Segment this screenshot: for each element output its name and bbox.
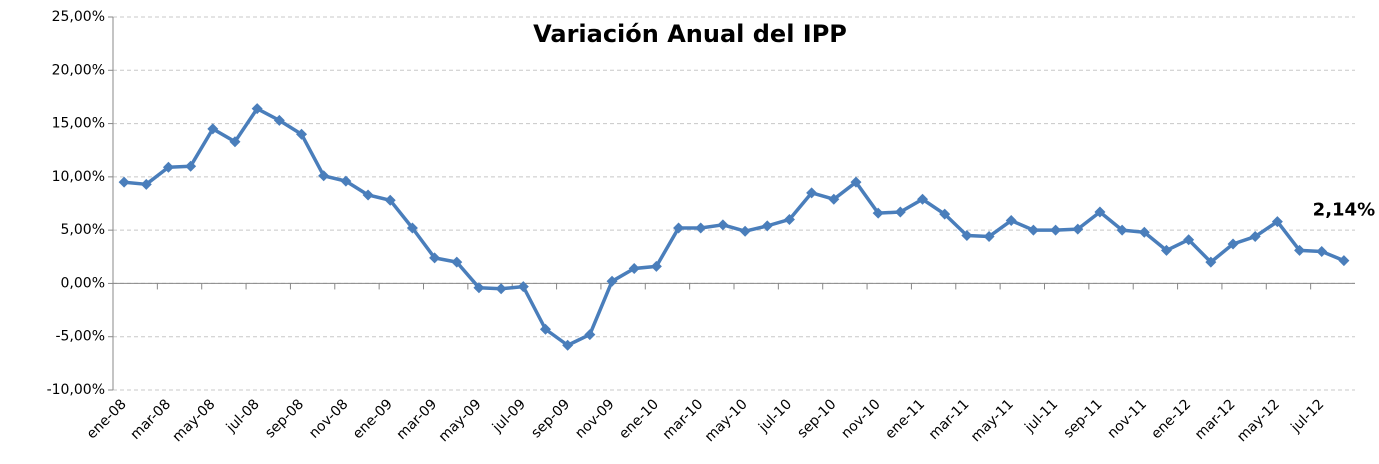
data-marker: [207, 123, 219, 135]
data-marker: [872, 207, 884, 219]
data-marker: [806, 187, 818, 199]
x-tick-label: ene-10: [616, 396, 662, 442]
data-marker: [384, 194, 396, 206]
data-marker: [783, 213, 795, 225]
x-tick-label: may-12: [1234, 396, 1283, 445]
x-tick-label: ene-12: [1148, 396, 1194, 442]
data-marker: [1249, 231, 1261, 243]
x-tick-label: may-11: [968, 396, 1017, 445]
y-tick-label: -10,00%: [47, 382, 105, 398]
y-tick-label: 5,00%: [61, 222, 105, 238]
data-marker: [473, 282, 485, 294]
data-marker: [1227, 238, 1239, 250]
data-marker: [1027, 224, 1039, 236]
data-marker: [606, 275, 618, 287]
x-tick-label: may-09: [436, 396, 485, 445]
x-tick-label: sep-10: [794, 396, 839, 441]
data-marker: [717, 219, 729, 231]
data-marker: [894, 206, 906, 218]
y-tick-label: 0,00%: [61, 275, 105, 291]
data-marker: [340, 175, 352, 187]
data-marker: [318, 170, 330, 182]
y-tick-label: 25,00%: [52, 9, 105, 25]
data-marker: [1205, 256, 1217, 268]
data-marker: [1316, 245, 1328, 257]
x-tick-label: ene-09: [350, 396, 396, 442]
x-tick-label: nov-09: [572, 396, 617, 441]
x-tick-label: may-08: [170, 396, 219, 445]
y-tick-label: 20,00%: [52, 62, 105, 78]
data-marker: [495, 283, 507, 295]
data-marker: [273, 114, 285, 126]
x-tick-label: ene-11: [882, 396, 928, 442]
data-marker: [828, 193, 840, 205]
chart-title: Variación Anual del IPP: [533, 20, 847, 48]
x-tick-label: sep-09: [528, 396, 573, 441]
x-tick-label: sep-08: [262, 396, 307, 441]
data-marker: [118, 176, 130, 188]
data-marker: [185, 160, 197, 172]
data-marker: [1072, 223, 1084, 235]
data-marker: [917, 193, 929, 205]
data-marker: [1160, 244, 1172, 256]
data-marker: [1138, 226, 1150, 238]
data-marker: [362, 189, 374, 201]
data-marker: [1050, 224, 1062, 236]
data-marker: [429, 252, 441, 264]
y-tick-label: 10,00%: [52, 169, 105, 185]
y-tick-label: -5,00%: [55, 329, 105, 345]
data-marker: [562, 339, 574, 351]
data-marker: [406, 222, 418, 234]
data-marker: [140, 178, 152, 190]
x-tick-label: jul-09: [489, 396, 529, 436]
y-tick-label: 15,00%: [52, 116, 105, 132]
x-tick-label: jul-08: [223, 396, 263, 436]
x-tick-label: nov-08: [306, 396, 351, 441]
data-marker: [695, 222, 707, 234]
data-marker: [1271, 216, 1283, 228]
data-marker: [229, 136, 241, 148]
x-tick-label: nov-10: [838, 396, 883, 441]
data-marker: [162, 161, 174, 173]
x-tick-label: mar-10: [660, 396, 707, 443]
data-marker: [1183, 234, 1195, 246]
x-tick-label: mar-08: [127, 396, 174, 443]
data-marker: [939, 208, 951, 220]
data-label: 2,14%: [1313, 200, 1375, 221]
x-tick-label: jul-10: [755, 396, 795, 436]
data-marker: [961, 229, 973, 241]
x-tick-label: may-10: [702, 396, 751, 445]
data-marker: [673, 222, 685, 234]
data-line: [123, 106, 1345, 347]
data-marker: [850, 176, 862, 188]
x-tick-label: mar-11: [926, 396, 973, 443]
data-marker: [1294, 244, 1306, 256]
data-marker: [517, 281, 529, 293]
data-marker: [1005, 215, 1017, 227]
x-tick-label: jul-11: [1021, 396, 1061, 436]
data-marker: [451, 256, 463, 268]
data-marker: [251, 103, 263, 115]
data-marker: [296, 128, 308, 140]
data-marker: [628, 263, 640, 275]
data-marker: [650, 260, 662, 272]
data-marker: [739, 225, 751, 237]
x-tick-label: jul-12: [1287, 396, 1327, 436]
data-marker: [539, 323, 551, 335]
x-tick-label: nov-11: [1105, 396, 1150, 441]
x-tick-label: sep-11: [1061, 396, 1106, 441]
x-tick-label: mar-09: [394, 396, 441, 443]
x-tick-label: ene-08: [84, 396, 130, 442]
data-marker: [761, 220, 773, 232]
data-marker: [1094, 206, 1106, 218]
data-marker: [1116, 224, 1128, 236]
x-tick-label: mar-12: [1192, 396, 1239, 443]
data-marker: [584, 329, 596, 341]
data-marker: [983, 231, 995, 243]
data-marker: [1338, 255, 1350, 267]
